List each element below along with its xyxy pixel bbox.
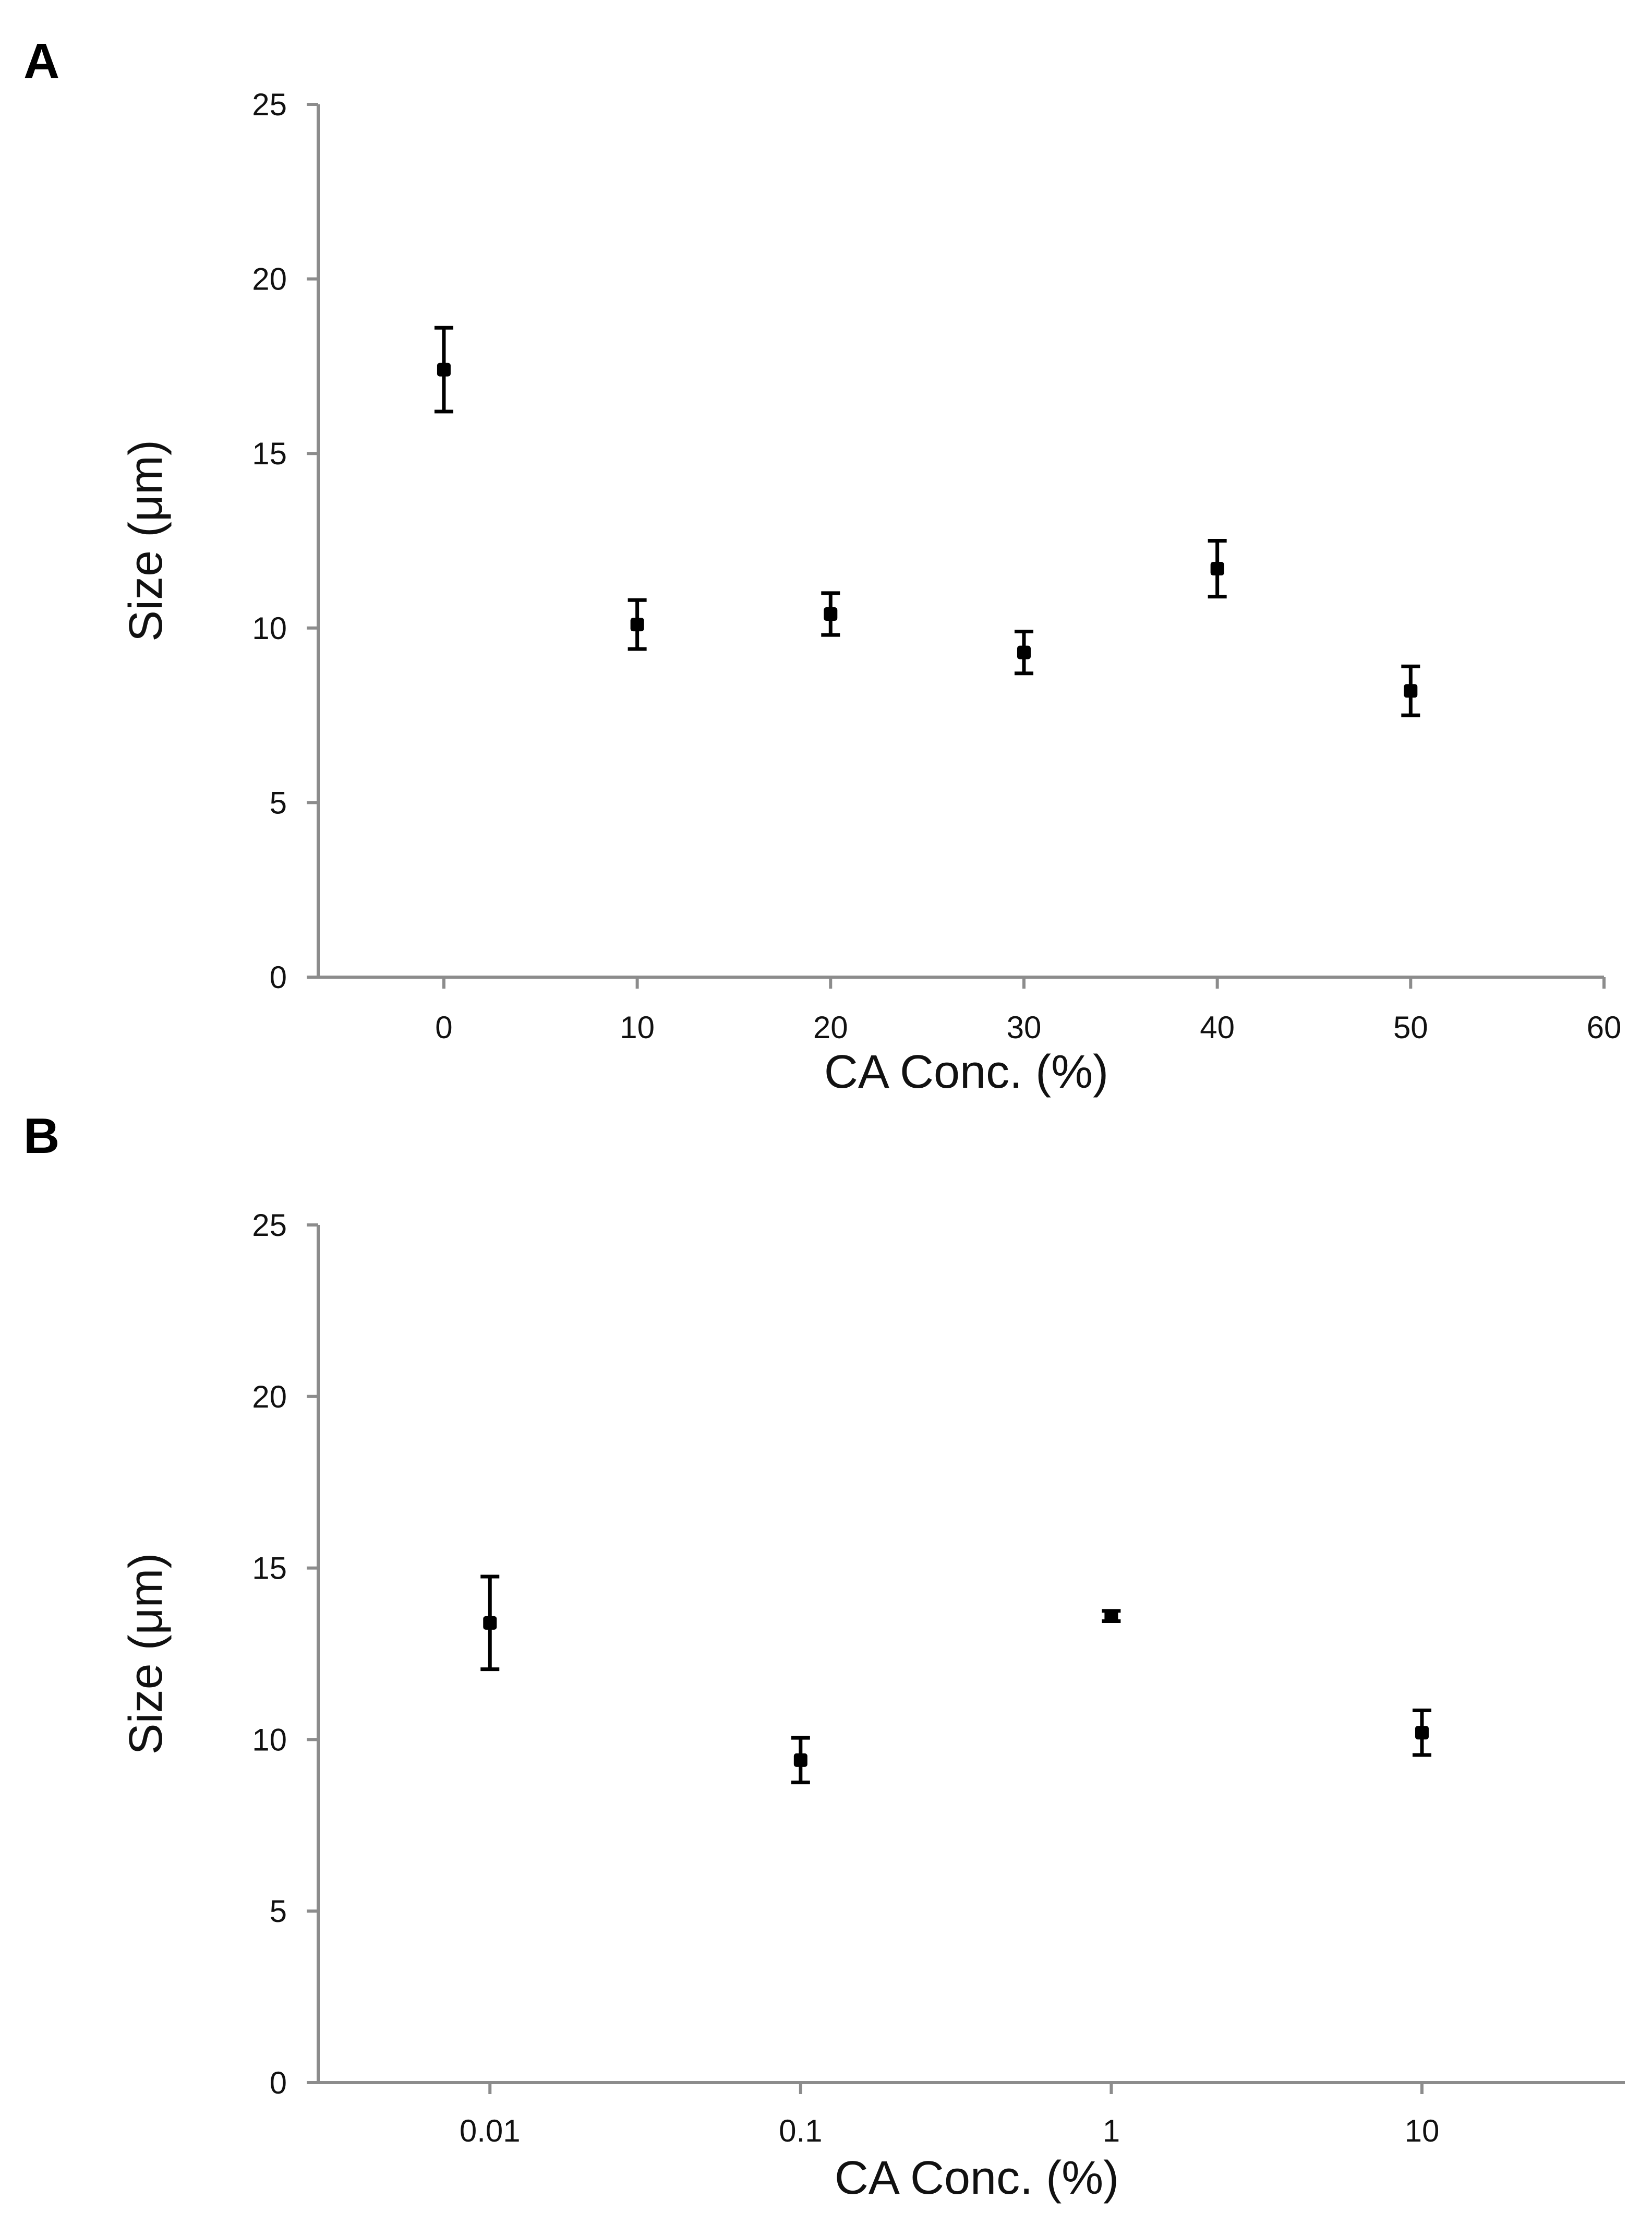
x-tick-label: 0 <box>435 1010 452 1045</box>
y-tick-label: 10 <box>252 1722 287 1757</box>
x-axis-title: CA Conc. (%) <box>835 2152 1119 2204</box>
y-tick-label: 15 <box>252 1551 287 1586</box>
data-point <box>1017 645 1031 659</box>
y-tick-label: 0 <box>270 960 287 995</box>
y-tick-label: 15 <box>252 436 287 471</box>
data-point <box>1210 562 1224 576</box>
y-axis-title: Size (μm) <box>120 1553 172 1755</box>
x-tick-label: 20 <box>813 1010 848 1045</box>
x-tick-label: 50 <box>1393 1010 1428 1045</box>
x-tick-label: 1 <box>1103 2113 1120 2148</box>
x-tick-label: 0.1 <box>779 2113 822 2148</box>
y-tick-label: 25 <box>252 1208 287 1243</box>
x-axis-title: CA Conc. (%) <box>824 1046 1108 1098</box>
data-point <box>483 1616 497 1630</box>
x-tick-label: 60 <box>1587 1010 1622 1045</box>
x-tick-label: 40 <box>1200 1010 1235 1045</box>
y-tick-label: 5 <box>270 1894 287 1929</box>
data-point <box>793 1753 807 1767</box>
x-tick-label: 0.01 <box>460 2113 521 2148</box>
panel-label-b: B <box>23 1108 59 1164</box>
panel-a: A 0 5 10 15 20 25 0 10 20 30 40 50 60 CA Conc. (%) Siz… <box>23 33 1621 1098</box>
x-tick-label: 10 <box>620 1010 655 1045</box>
data-point <box>1104 1609 1118 1623</box>
y-tick-label: 20 <box>252 262 287 297</box>
panel-b: B 0 5 10 15 20 25 0.01 0.1 1 10 CA Conc. (%) Size (… <box>23 1108 1625 2204</box>
y-tick-label: 20 <box>252 1379 287 1414</box>
x-tick-label: 30 <box>1007 1010 1042 1045</box>
data-point <box>1404 684 1418 698</box>
y-axis-title: Size (μm) <box>120 440 172 642</box>
data-point <box>437 363 451 377</box>
y-tick-label: 5 <box>270 785 287 820</box>
y-tick-label: 10 <box>252 611 287 646</box>
y-tick-label: 25 <box>252 87 287 122</box>
x-tick-label: 10 <box>1405 2113 1440 2148</box>
y-tick-label: 0 <box>270 2065 287 2100</box>
panel-label-a: A <box>23 33 59 89</box>
data-point <box>824 607 838 621</box>
data-point <box>630 618 644 632</box>
data-point <box>1415 1726 1429 1740</box>
